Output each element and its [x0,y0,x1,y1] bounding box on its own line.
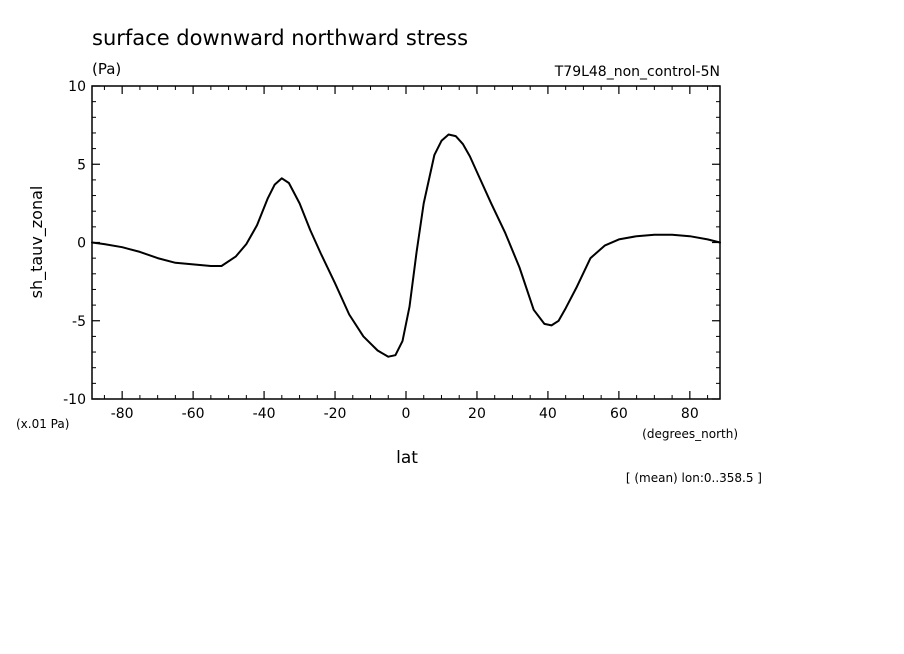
x-axis-ticks: -80 -60 -40 -20 0 20 40 60 80 [111,86,699,422]
units-label: (Pa) [92,60,121,78]
y-tick-label: -10 [63,392,86,408]
y-axis-label: sh_tauv_zonal [27,186,47,299]
x-tick-label: 80 [681,406,699,422]
x-tick-label: -40 [253,406,276,422]
series-line [91,133,721,358]
chart-title: surface downward northward stress [92,26,468,50]
x-tick-label: 60 [610,406,628,422]
x-tick-label: 40 [539,406,557,422]
x-tick-label: -80 [111,406,134,422]
y-tick-label: -5 [72,314,86,330]
y-axis-ticks: -10 -5 0 5 10 [63,79,720,408]
x-axis-label: lat [396,448,418,468]
plot-frame [91,85,721,400]
footnote: [ (mean) lon:0..358.5 ] [626,471,762,485]
x-units-label: (degrees_north) [642,427,738,441]
minor-ticks [92,86,720,399]
x-tick-label: 20 [468,406,486,422]
run-label: T79L48_non_control-5N [554,64,720,80]
x-tick-label: 0 [402,406,411,422]
y-tick-label: 0 [77,236,86,252]
y-tick-label: 10 [68,79,86,95]
y-tick-label: 5 [77,157,86,173]
x-tick-label: -20 [324,406,347,422]
x-tick-label: -60 [182,406,205,422]
y-scale-label: (x.01 Pa) [16,417,69,431]
